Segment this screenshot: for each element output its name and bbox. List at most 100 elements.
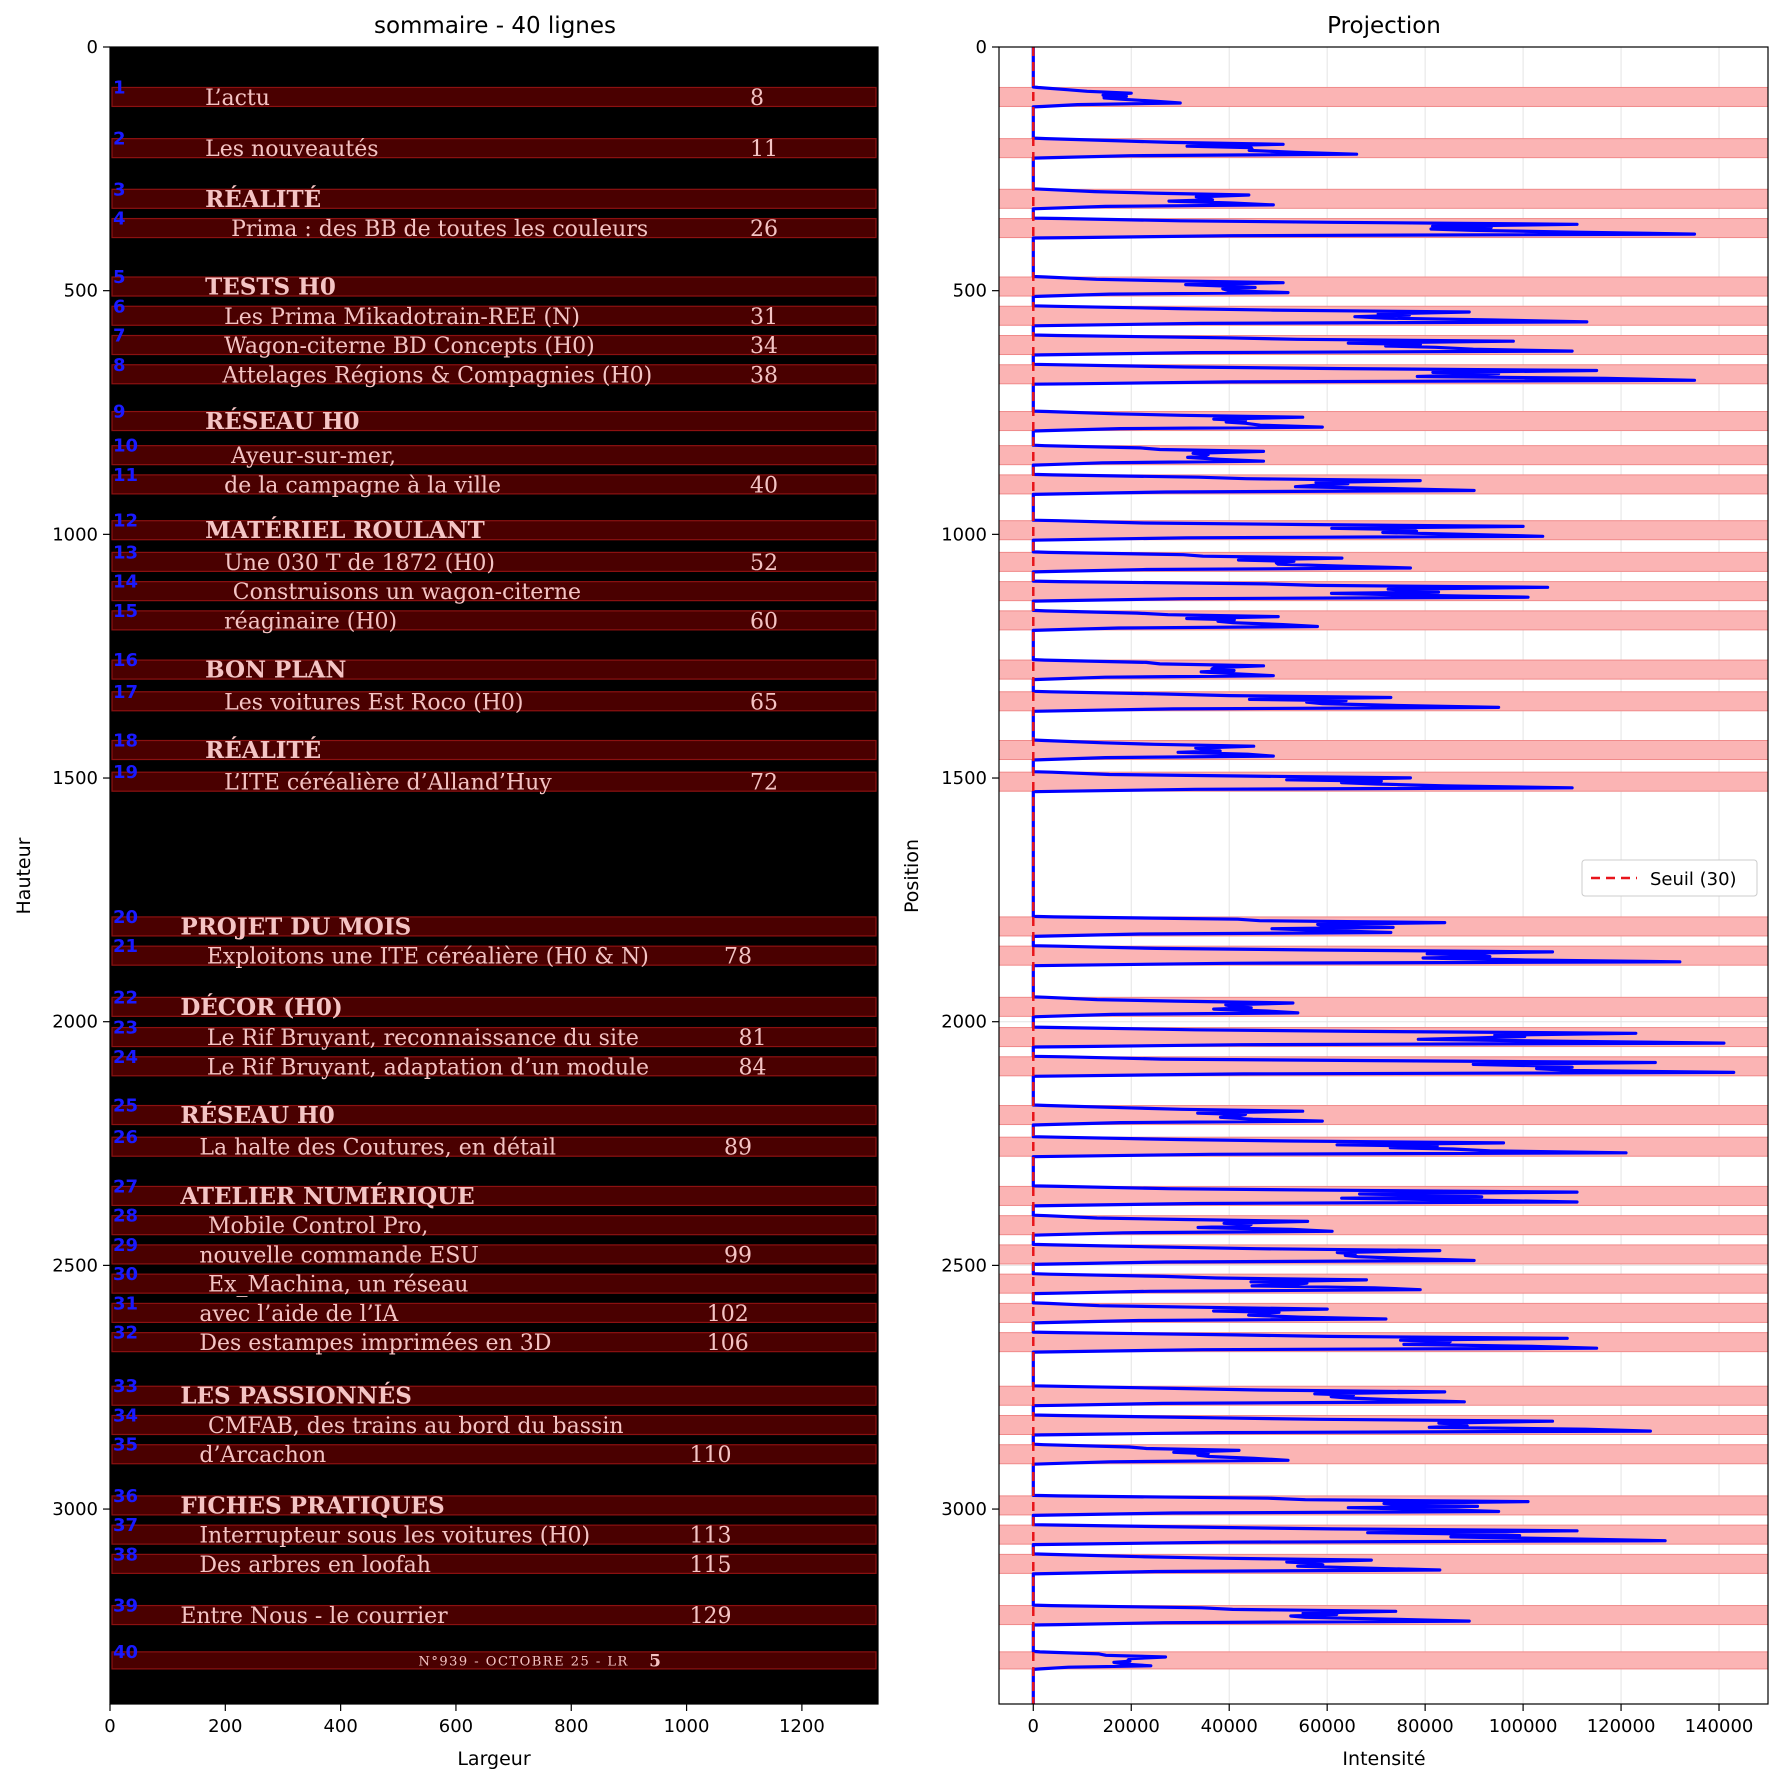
line-band (111, 1604, 877, 1626)
line-page-number: 52 (750, 551, 778, 576)
left-x-axis-label: Largeur (457, 1748, 530, 1770)
line-page-number: 26 (750, 217, 778, 242)
x-tick-label: 1200 (779, 1716, 825, 1737)
line-text: RÉALITÉ (205, 186, 321, 213)
image-panel: sommaire - 40 lignes 1 L’actu 8 2 Les nouvea… (13, 13, 879, 1770)
line-text: Mobile Control Pro, (208, 1214, 428, 1239)
x-tick-label: 20000 (1103, 1716, 1160, 1737)
line-band (111, 188, 877, 209)
line-number: 5 (113, 267, 126, 288)
left-x-ticks: 0 200 400 600 800 1000 1200 (104, 1704, 825, 1737)
line-text: Exploitons une ITE céréalière (H0 & N) (207, 945, 649, 970)
line-number: 34 (113, 1405, 138, 1426)
line-text: Interrupteur sous les voitures (H0) (199, 1524, 590, 1549)
line-band (111, 996, 877, 1017)
line-band (111, 771, 877, 792)
right-y-ticks: 0 500 1000 1500 2000 2500 3000 (941, 37, 999, 1520)
line-band (111, 610, 877, 631)
line-band (111, 1332, 877, 1353)
line-text: N°939 - OCTOBRE 25 - LR (418, 1654, 628, 1669)
line-page-number: 99 (724, 1243, 752, 1268)
line-page-number: 72 (750, 771, 778, 796)
projection-panel: Projection 0 20000 40000 60000 80000 100000 12… (901, 13, 1769, 1770)
x-tick-label: 400 (323, 1716, 357, 1737)
left-axes-frame (109, 46, 879, 1705)
line-number: 35 (113, 1435, 138, 1456)
line-band (111, 1444, 877, 1465)
line-number: 10 (113, 436, 138, 457)
line-number: 40 (113, 1642, 138, 1663)
line-page-number: 129 (689, 1604, 731, 1629)
line-number: 29 (113, 1235, 138, 1256)
line-number: 1 (113, 77, 126, 98)
line-number: 27 (113, 1176, 138, 1197)
line-text: RÉSEAU H0 (180, 1102, 334, 1129)
x-tick-label: 80000 (1397, 1716, 1454, 1737)
x-tick-label: 40000 (1201, 1716, 1258, 1737)
line-text: Les Prima Mikadotrain-REE (N) (224, 305, 580, 330)
line-text: La halte des Coutures, en détail (199, 1136, 556, 1161)
line-text: Ayeur-sur-mer, (230, 444, 396, 469)
line-number: 39 (113, 1596, 138, 1617)
line-band (111, 138, 877, 159)
line-page-number: 31 (750, 305, 778, 330)
line-band (111, 659, 877, 680)
line-number: 22 (113, 987, 138, 1008)
line-band (111, 916, 877, 937)
right-x-axis-label: Intensité (1342, 1748, 1425, 1770)
line-text: RÉALITÉ (205, 737, 321, 764)
line-text: BON PLAN (205, 657, 346, 684)
line-number: 32 (113, 1323, 138, 1344)
right-axes-frame (998, 46, 1769, 1705)
line-number: 19 (113, 762, 138, 783)
line-page-number: 89 (724, 1136, 752, 1161)
line-number: 3 (113, 179, 126, 200)
line-band (111, 1244, 877, 1265)
projection-line (1031, 46, 1736, 1705)
y-tick-label: 1500 (52, 768, 98, 789)
line-band (111, 945, 877, 966)
line-page-number: 102 (707, 1302, 749, 1327)
legend-label: Seuil (30) (1650, 869, 1737, 890)
legend: Seuil (30) (1581, 859, 1758, 897)
line-number: 14 (113, 572, 138, 593)
line-band (111, 739, 877, 761)
line-text: Le Rif Bruyant, reconnaissance du site (207, 1026, 639, 1051)
y-tick-label: 2500 (941, 1255, 987, 1276)
y-tick-label: 2000 (941, 1012, 987, 1033)
line-number: 30 (113, 1264, 138, 1285)
line-page-number: 38 (750, 363, 778, 388)
line-text: d’Arcachon (199, 1443, 326, 1468)
line-text: PROJET DU MOIS (180, 913, 411, 940)
line-text: avec l’aide de l’IA (199, 1302, 399, 1327)
line-band (111, 1495, 877, 1516)
line-band (111, 1104, 877, 1126)
left-y-ticks: 0 500 1000 1500 2000 2500 3000 (52, 37, 110, 1520)
line-page-number: 78 (724, 945, 752, 970)
x-tick-label: 100000 (1489, 1716, 1558, 1737)
line-number: 31 (113, 1293, 138, 1314)
line-page-number: 11 (750, 137, 778, 162)
line-band (111, 1385, 877, 1406)
line-band (111, 581, 877, 602)
line-band (111, 1524, 877, 1545)
line-band (111, 1414, 877, 1436)
right-chart-title: Projection (1327, 13, 1441, 39)
line-text: Ex_Machina, un réseau (208, 1273, 468, 1298)
y-tick-label: 2500 (52, 1255, 98, 1276)
left-chart-title: sommaire - 40 lignes (374, 13, 616, 39)
line-text: RÉSEAU H0 (205, 408, 359, 435)
line-number: 28 (113, 1206, 138, 1227)
line-page-number: 65 (750, 690, 778, 715)
line-band (111, 364, 877, 385)
line-band (111, 551, 877, 572)
y-tick-label: 500 (953, 281, 987, 302)
line-text: Wagon-citerne BD Concepts (H0) (224, 334, 595, 359)
x-tick-label: 1000 (664, 1716, 710, 1737)
line-text: de la campagne à la ville (224, 473, 501, 498)
line-text: L’actu (205, 86, 270, 111)
y-tick-label: 2000 (52, 1012, 98, 1033)
line-number: 20 (113, 907, 138, 928)
line-text: DÉCOR (H0) (180, 994, 342, 1021)
